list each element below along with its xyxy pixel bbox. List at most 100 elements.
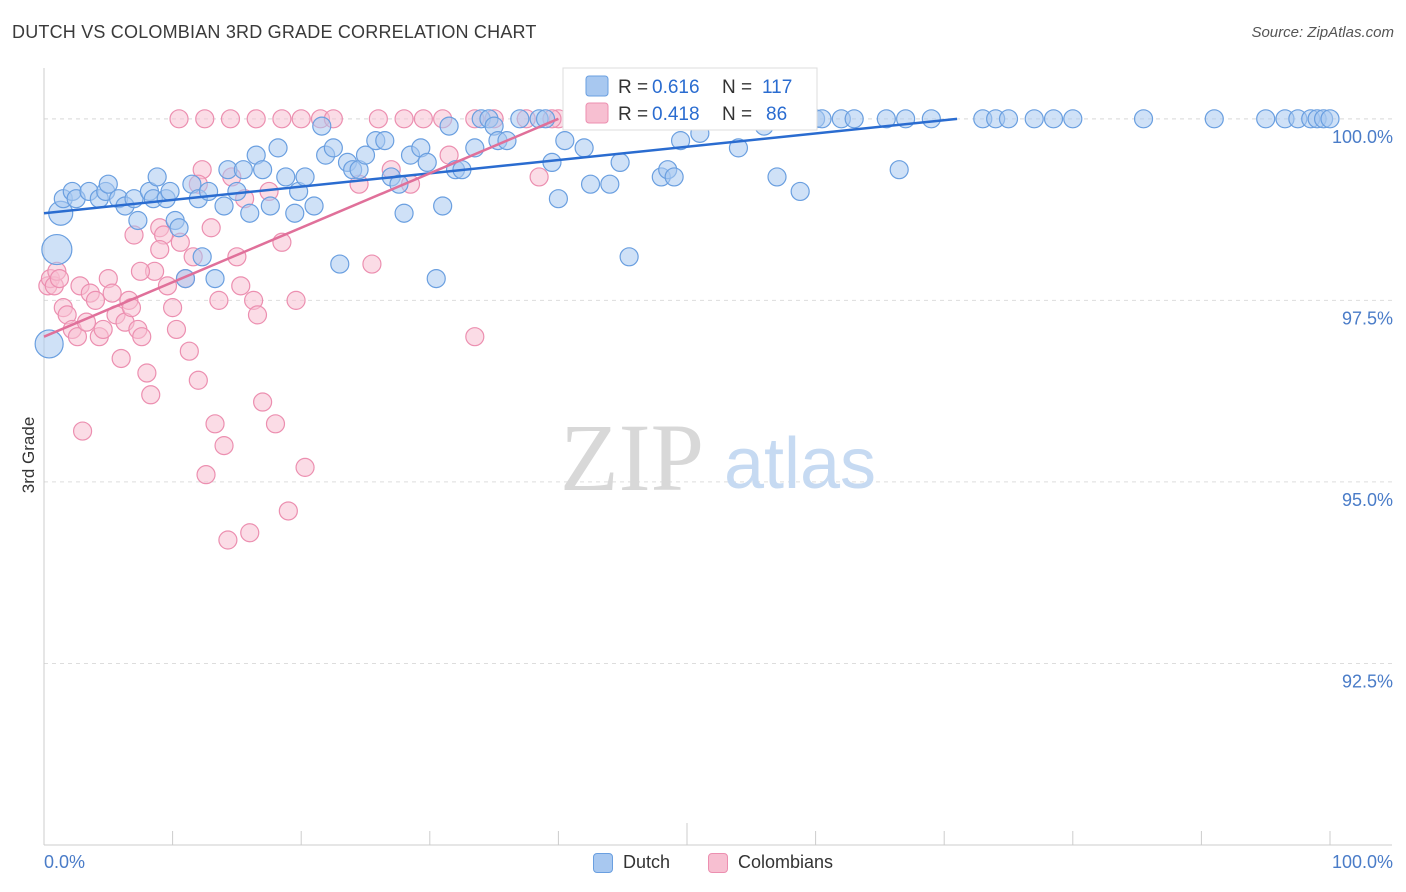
colombians-point-59 — [170, 110, 188, 128]
dutch-point-36 — [277, 168, 295, 186]
colombians-point-17 — [103, 284, 121, 302]
dutch-point-77 — [611, 153, 629, 171]
dutch-point-40 — [305, 197, 323, 215]
dutch-point-43 — [324, 139, 342, 157]
dutch-point-58 — [434, 197, 452, 215]
legend-swatch-dutch-bottom — [593, 853, 613, 873]
dutch-point-73 — [556, 132, 574, 150]
colombians-point-4 — [50, 270, 68, 288]
watermark-zip: ZIP — [560, 404, 704, 511]
dutch-point-37 — [286, 204, 304, 222]
legend-n-label-colombians: N = — [722, 104, 752, 125]
colombians-point-52 — [254, 393, 272, 411]
y-axis-labels: 100.0% 97.5% 95.0% 92.5% — [1332, 127, 1393, 692]
dutch-point-102 — [922, 110, 940, 128]
colombians-point-13 — [86, 291, 104, 309]
legend-label-colombians: Colombians — [738, 852, 833, 873]
dutch-point-83 — [665, 168, 683, 186]
colombians-point-51 — [248, 306, 266, 324]
colombians-point-54 — [266, 415, 284, 433]
colombians-point-37 — [189, 371, 207, 389]
dutch-point-59 — [440, 117, 458, 135]
colombians-point-39 — [197, 466, 215, 484]
y-tick-label-3: 92.5% — [1342, 671, 1393, 691]
dutch-point-76 — [601, 175, 619, 193]
legend-item-dutch[interactable]: Dutch — [593, 852, 670, 873]
dutch-point-72 — [549, 190, 567, 208]
legend-item-colombians[interactable]: Colombians — [708, 852, 833, 873]
dutch-point-20 — [170, 219, 188, 237]
dutch-point-39 — [296, 168, 314, 186]
dutch-point-50 — [376, 132, 394, 150]
y-tick-label-0: 100.0% — [1332, 127, 1393, 147]
colombians-point-64 — [292, 110, 310, 128]
colombians-point-58 — [296, 458, 314, 476]
legend-n-value-colombians: 86 — [766, 104, 787, 125]
legend-swatch-colombians — [586, 103, 608, 123]
dutch-point-106 — [1025, 110, 1043, 128]
legend-swatch-colombians-bottom — [708, 853, 728, 873]
dutch-point-78 — [620, 248, 638, 266]
legend-r-label-dutch: R = — [618, 77, 648, 98]
colombians-point-69 — [414, 110, 432, 128]
legend-label-dutch: Dutch — [623, 852, 670, 873]
dutch-point-18 — [161, 182, 179, 200]
dutch-point-33 — [254, 161, 272, 179]
colombians-point-68 — [395, 110, 413, 128]
colombians-point-61 — [221, 110, 239, 128]
colombians-point-42 — [210, 291, 228, 309]
dutch-point-109 — [1135, 110, 1153, 128]
colombians-point-40 — [202, 219, 220, 237]
colombians-point-31 — [164, 299, 182, 317]
dutch-point-16 — [148, 168, 166, 186]
legend-r-value-dutch: 0.616 — [652, 77, 700, 98]
dutch-point-105 — [1000, 110, 1018, 128]
dutch-point-111 — [1257, 110, 1275, 128]
dutch-point-110 — [1205, 110, 1223, 128]
legend-r-value-colombians: 0.418 — [652, 104, 700, 125]
y-tick-label-2: 95.0% — [1342, 490, 1393, 510]
dutch-point-26 — [206, 270, 224, 288]
colombians-point-25 — [138, 364, 156, 382]
y-axis-title: 3rd Grade — [19, 417, 38, 494]
dutch-point-31 — [241, 204, 259, 222]
dutch-point-57 — [427, 270, 445, 288]
legend-n-value-dutch: 117 — [762, 77, 792, 98]
colombians-point-67 — [369, 110, 387, 128]
legend-n-label-dutch: N = — [722, 77, 752, 98]
colombians-point-56 — [279, 502, 297, 520]
dutch-point-30 — [234, 161, 252, 179]
dutch-point-41 — [313, 117, 331, 135]
dutch-point-24 — [193, 248, 211, 266]
colombians-point-57 — [287, 291, 305, 309]
legend-bottom: Dutch Colombians — [0, 848, 1406, 880]
dutch-point-98 — [845, 110, 863, 128]
y-tick-label-1: 97.5% — [1342, 308, 1393, 328]
series-colombians — [39, 110, 600, 549]
dutch-point-35 — [269, 139, 287, 157]
colombians-point-49 — [241, 524, 259, 542]
dutch-point-94 — [791, 182, 809, 200]
dutch-point-92 — [768, 168, 786, 186]
dutch-point-27 — [215, 197, 233, 215]
dutch-point-53 — [395, 204, 413, 222]
colombians-point-77 — [363, 255, 381, 273]
dutch-point-44 — [331, 255, 349, 273]
colombians-point-19 — [112, 349, 130, 367]
scatter-chart: ZIP atlas 100.0%97.5%95.0%92.5% 3rd Grad… — [0, 0, 1406, 892]
dutch-point-34 — [261, 197, 279, 215]
colombians-point-32 — [167, 320, 185, 338]
colombians-point-60 — [196, 110, 214, 128]
colombians-point-44 — [219, 531, 237, 549]
colombians-point-43 — [215, 437, 233, 455]
colombians-point-47 — [232, 277, 250, 295]
colombians-point-81 — [466, 328, 484, 346]
colombians-point-82 — [530, 168, 548, 186]
dutch-point-1 — [42, 235, 72, 265]
dutch-point-56 — [418, 153, 436, 171]
dutch-point-108 — [1064, 110, 1082, 128]
dutch-point-117 — [1321, 110, 1339, 128]
colombians-point-10 — [74, 422, 92, 440]
dutch-point-68 — [511, 110, 529, 128]
colombians-point-15 — [94, 320, 112, 338]
